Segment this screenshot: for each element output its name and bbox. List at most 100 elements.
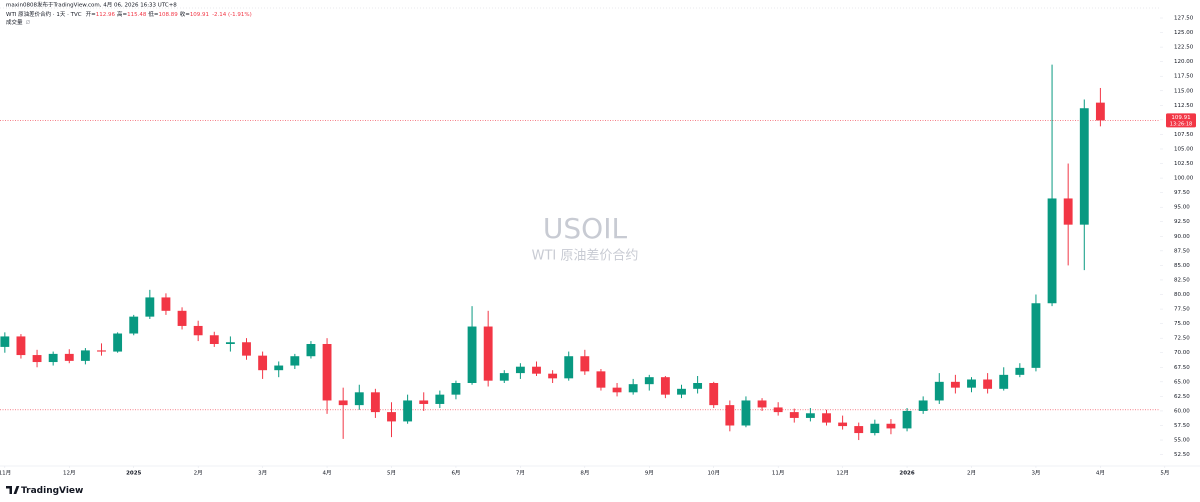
candle-body: [789, 412, 799, 418]
ohlc-label: 低=: [148, 10, 159, 18]
y-tick-label: 92.50: [1174, 219, 1190, 225]
candle-body: [838, 422, 848, 427]
ohlc-label: 收=: [180, 10, 191, 18]
candle-body: [709, 382, 719, 406]
x-tick-label: 11月: [772, 470, 785, 477]
candle-body: [870, 423, 880, 434]
ohlc-value: 108.89: [158, 12, 178, 18]
y-tick-label: 85.00: [1174, 263, 1190, 269]
x-tick-label: 12月: [63, 470, 76, 477]
candle-body: [515, 366, 525, 374]
candle-body: [886, 423, 896, 429]
x-tick-label: 2月: [194, 470, 203, 477]
y-tick-label: 62.50: [1174, 394, 1190, 400]
candle-body: [97, 350, 106, 352]
y-tick-label: 117.50: [1174, 74, 1194, 80]
candle-body: [644, 377, 654, 385]
candle-body: [403, 400, 413, 422]
y-tick-label: 67.50: [1174, 365, 1190, 371]
ohlc-value: 109.91: [190, 12, 209, 18]
candle-body: [805, 413, 815, 418]
candle-body: [419, 400, 429, 404]
candle-body: [934, 381, 944, 401]
candle-body: [32, 355, 42, 363]
candle-body: [16, 336, 26, 356]
candle-body: [113, 333, 123, 352]
y-tick-label: 72.50: [1174, 336, 1190, 342]
y-tick-label: 115.00: [1174, 88, 1194, 94]
candle-body: [1015, 367, 1025, 375]
y-tick-label: 57.50: [1174, 423, 1190, 429]
candle-body: [1047, 198, 1057, 304]
y-tick-label: 112.50: [1174, 103, 1194, 109]
watermark-name: WTI 原油差价合约: [532, 249, 639, 264]
candle-body: [1063, 198, 1073, 225]
candle-body: [983, 379, 993, 389]
candle-body: [274, 365, 284, 371]
price-timer: 13:26:18: [1170, 121, 1192, 127]
x-tick-label: 5月: [387, 470, 396, 477]
candle-body: [967, 379, 976, 388]
y-tick-label: 75.00: [1174, 321, 1190, 327]
logo: TradingView: [6, 486, 83, 496]
y-tick-label: 105.00: [1174, 146, 1194, 152]
price-label-box: [1166, 113, 1196, 128]
candle-body: [161, 297, 171, 311]
x-tick-label: 9月: [645, 470, 654, 477]
candle-body: [0, 336, 10, 347]
ohlc-value: 112.96: [96, 12, 116, 18]
x-tick-label: 3月: [1031, 470, 1040, 477]
y-tick-label: 87.50: [1174, 248, 1190, 254]
candle-body: [499, 373, 509, 381]
candle-body: [387, 412, 396, 422]
candle-body: [242, 342, 251, 356]
candle-body: [548, 373, 558, 379]
ohlc-label: 高=: [117, 10, 128, 18]
y-tick-label: 107.50: [1174, 132, 1194, 138]
y-tick-label: 102.50: [1174, 161, 1194, 167]
candle-body: [370, 392, 380, 413]
candle-body: [612, 387, 622, 393]
candle-body: [918, 400, 928, 411]
x-tick-label: 2月: [967, 470, 976, 477]
x-tick-label: 5月: [1160, 470, 1169, 477]
y-tick-label: 77.50: [1174, 307, 1190, 313]
symbol: WTI 原油差价合约 · 1天 · TVC: [6, 10, 82, 18]
candle-body: [193, 325, 203, 336]
candle-body: [483, 326, 493, 381]
candle-body: [435, 394, 445, 404]
candle-body: [773, 407, 783, 413]
candle-body: [129, 316, 139, 334]
y-tick-label: 55.00: [1174, 438, 1190, 444]
ohlc-value: 115.48: [127, 12, 147, 18]
candle-body: [1031, 303, 1041, 368]
candle-body: [660, 377, 670, 395]
y-tick-label: 125.00: [1174, 30, 1194, 36]
change: -2.14 (-1.91%): [212, 12, 252, 18]
x-tick-label: 2025: [126, 471, 141, 477]
legend-line: WTI 原油差价合约 · 1天 · TVC 开=112.96 高=115.48 低=1…: [6, 10, 252, 18]
y-tick-label: 65.00: [1174, 379, 1190, 385]
publisher: maxin0808发布于TradingView.com, 4月 06, 2026…: [6, 1, 177, 9]
x-tick-label: 8月: [580, 470, 589, 477]
candle-body: [950, 381, 960, 388]
volume-label: 成交量: [6, 18, 23, 26]
candle-body: [1095, 102, 1105, 121]
candle-body: [451, 382, 461, 395]
y-tick-label: 95.00: [1174, 205, 1190, 211]
x-tick-label: 2026: [899, 471, 914, 477]
volume-line: 成交量 ∅: [6, 18, 31, 26]
y-tick-label: 60.00: [1174, 408, 1190, 414]
logo-icon: [6, 486, 20, 494]
candle-body: [209, 335, 219, 344]
candle-body: [693, 382, 703, 389]
y-tick-label: 127.50: [1174, 16, 1194, 22]
candle-body: [354, 392, 364, 406]
y-tick-label: 100.00: [1174, 176, 1194, 182]
ohlc-label: 开=: [86, 11, 97, 18]
y-tick-label: 122.50: [1174, 45, 1194, 51]
y-tick-label: 70.00: [1174, 350, 1190, 356]
candle-body: [725, 405, 735, 426]
candle-body: [306, 343, 316, 357]
